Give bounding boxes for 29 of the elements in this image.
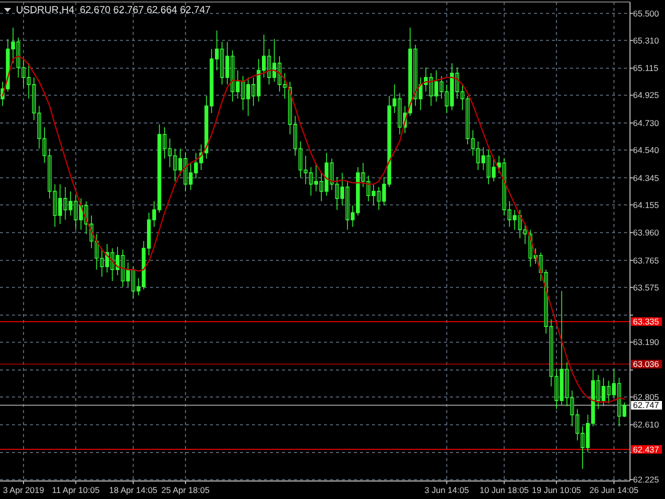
ref-line-label: 62.437	[633, 444, 660, 454]
x-tick-label: 3 Apr 2019	[2, 485, 44, 495]
y-tick-label: 63.765	[633, 255, 660, 266]
x-tick-label: 11 Apr 10:05	[52, 485, 100, 495]
y-tick-label: 64.730	[633, 118, 660, 128]
ref-line-label: 63.036	[633, 359, 660, 370]
y-tick-label: 64.345	[633, 172, 660, 183]
x-tick-label: 26 Jun 14:05	[589, 485, 639, 495]
x-tick-label: 19 Jun 10:05	[532, 485, 582, 495]
chart-title: USDRUR,H4 62.670 62.767 62.664 62.747	[16, 5, 212, 16]
x-tick-label: 3 Jun 14:05	[424, 485, 470, 495]
y-tick-label: 64.155	[633, 200, 660, 210]
y-tick-label: 65.500	[633, 8, 660, 18]
y-tick-label: 62.610	[633, 420, 660, 430]
y-tick-label: 63.190	[633, 337, 660, 348]
x-tick-label: 18 Apr 14:05	[109, 485, 158, 495]
ref-line-label: 63.335	[633, 316, 660, 327]
y-tick-label: 62.805	[633, 392, 660, 402]
x-tick-label: 10 Jun 18:05	[480, 485, 530, 495]
y-tick-label: 64.925	[633, 90, 660, 100]
line-series	[2, 55, 625, 403]
y-tick-label: 63.960	[633, 228, 660, 238]
y-tick-label: 65.310	[633, 35, 660, 46]
y-tick-label: 64.540	[633, 145, 660, 156]
ref-line-label: 62.747	[633, 400, 660, 410]
y-tick-label: 65.115	[633, 63, 659, 74]
x-tick-label: 25 Apr 18:05	[161, 485, 210, 495]
y-tick-label: 62.225	[633, 474, 660, 485]
y-tick-label: 63.575	[633, 282, 660, 292]
